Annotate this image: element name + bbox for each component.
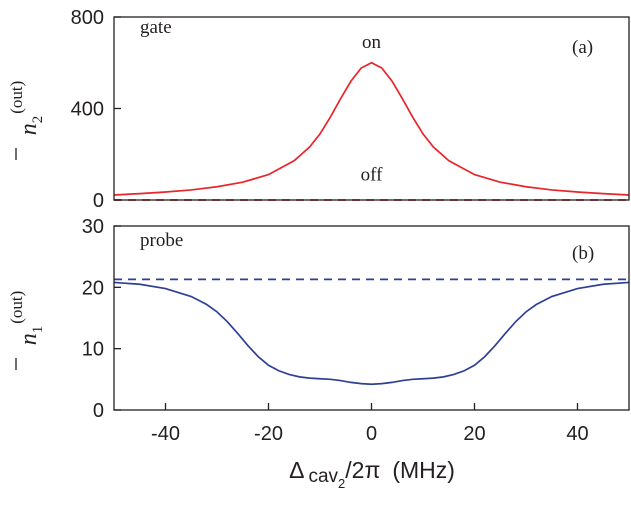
panel-b-x-ticks: -40 -20 0 20 40 (151, 403, 589, 445)
y-axis-b-symbol: n (16, 333, 42, 345)
y-axis-a-symbol: n (16, 123, 42, 135)
panel-b-series (113, 278, 630, 386)
panel-a-y-axis-title: n2 (out) (7, 81, 46, 160)
x-axis-title-subsub: 2 (338, 476, 345, 491)
y-tick-label: 800 (71, 7, 104, 29)
panel-b-y-ticks: 0 10 20 30 (82, 216, 121, 422)
svg-text:n1(out): n1 (out) (7, 291, 46, 346)
y-tick-label: 10 (82, 339, 104, 361)
panel-a-gate: 0 400 800 gate (a) on off n2 (out) (7, 7, 630, 212)
curve-b-0 (113, 281, 630, 386)
y-axis-b-superscript: (out) (7, 291, 26, 324)
x-tick-label: -40 (151, 423, 180, 445)
y-tick-label: 400 (71, 99, 104, 121)
annotation-off: off (361, 165, 383, 186)
y-axis-a-superscript: (out) (7, 81, 26, 114)
annotation-on: on (362, 32, 382, 53)
y-tick-label: 20 (82, 277, 104, 299)
panel-b-corner-label: probe (140, 230, 183, 251)
panel-a-label: (a) (572, 37, 593, 58)
y-tick-label: 30 (82, 216, 104, 238)
panel-b-label: (b) (572, 243, 594, 264)
y-tick-label: 0 (93, 400, 104, 422)
panel-b-probe: 0 10 20 30 -40 -20 0 20 40 probe (b) n1 (out) (7, 216, 630, 445)
x-axis-title-unit: (MHz) (392, 457, 455, 483)
y-axis-b-subscript: 1 (30, 326, 46, 334)
panel-b-frame (113, 225, 630, 411)
x-axis-title-suffix: /2π (345, 457, 380, 483)
x-tick-label: 40 (566, 423, 588, 445)
x-tick-label: 0 (366, 423, 377, 445)
x-tick-label: -20 (254, 423, 283, 445)
x-axis-title-prefix: Δ (289, 457, 304, 483)
panel-b-y-axis-title: n1 (out) (7, 291, 46, 370)
y-axis-a-subscript: 2 (30, 116, 46, 124)
x-axis-title-sub: cav (308, 466, 338, 487)
svg-text:n2(out): n2 (out) (7, 81, 46, 136)
panel-a-y-ticks: 0 400 800 (71, 7, 121, 212)
panel-a-corner-label: gate (140, 17, 172, 38)
curve-a-0 (113, 61, 630, 196)
x-tick-label: 20 (463, 423, 485, 445)
y-tick-label: 0 (93, 190, 104, 212)
